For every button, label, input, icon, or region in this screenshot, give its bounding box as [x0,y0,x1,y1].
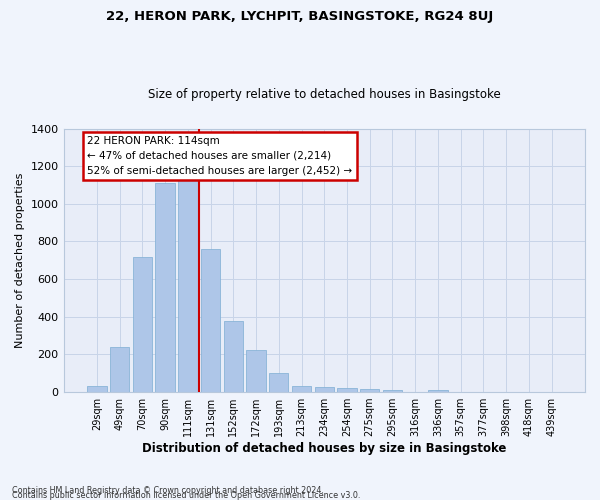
Title: Size of property relative to detached houses in Basingstoke: Size of property relative to detached ho… [148,88,500,101]
Bar [269,374,289,392]
Bar [224,320,243,392]
Bar [360,390,379,392]
Y-axis label: Number of detached properties: Number of detached properties [15,172,25,348]
Text: 22 HERON PARK: 114sqm
← 47% of detached houses are smaller (2,214)
52% of semi-d: 22 HERON PARK: 114sqm ← 47% of detached … [88,136,352,175]
Bar [247,350,266,392]
Bar [178,180,197,392]
Bar [87,386,107,392]
Bar [383,390,402,392]
Bar [133,256,152,392]
Text: 22, HERON PARK, LYCHPIT, BASINGSTOKE, RG24 8UJ: 22, HERON PARK, LYCHPIT, BASINGSTOKE, RG… [106,10,494,23]
Bar [110,347,130,392]
Bar [314,388,334,392]
X-axis label: Distribution of detached houses by size in Basingstoke: Distribution of detached houses by size … [142,442,506,455]
Bar [337,388,356,392]
Text: Contains public sector information licensed under the Open Government Licence v3: Contains public sector information licen… [12,490,361,500]
Text: Contains HM Land Registry data © Crown copyright and database right 2024.: Contains HM Land Registry data © Crown c… [12,486,324,495]
Bar [292,386,311,392]
Bar [201,249,220,392]
Bar [428,390,448,392]
Bar [155,183,175,392]
